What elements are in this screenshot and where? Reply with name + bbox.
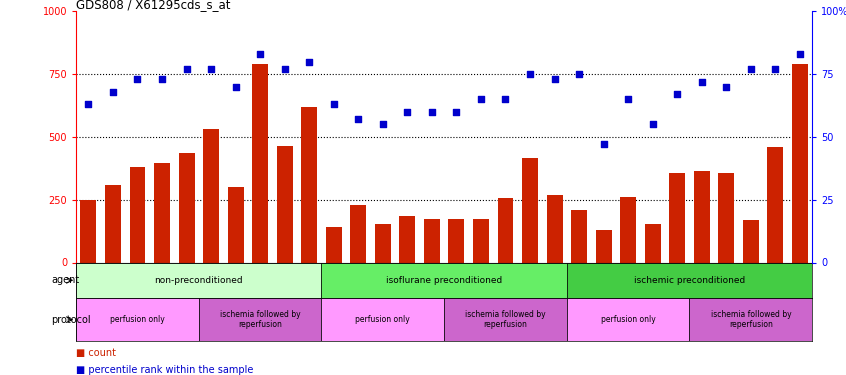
Bar	[547, 195, 563, 262]
Point	[302, 58, 316, 64]
Point	[400, 109, 414, 115]
Text: ischemia followed by
reperfusion: ischemia followed by reperfusion	[465, 310, 546, 329]
Bar	[129, 167, 146, 262]
Point	[498, 96, 512, 102]
Point	[523, 71, 536, 77]
Point	[768, 66, 782, 72]
Point	[351, 116, 365, 122]
Bar	[743, 220, 759, 262]
Bar	[76, 262, 321, 298]
Bar	[399, 216, 415, 262]
Text: ■ percentile rank within the sample: ■ percentile rank within the sample	[76, 365, 254, 375]
Point	[695, 79, 708, 85]
Bar	[301, 107, 317, 262]
Point	[474, 96, 487, 102]
Text: non-preconditioned: non-preconditioned	[155, 276, 243, 285]
Point	[793, 51, 806, 57]
Bar	[620, 197, 636, 262]
Bar	[252, 64, 268, 262]
Point	[106, 88, 119, 94]
Bar	[321, 298, 444, 341]
Point	[179, 66, 193, 72]
Bar	[350, 205, 366, 262]
Bar	[473, 219, 489, 262]
Text: perfusion only: perfusion only	[110, 315, 165, 324]
Bar	[76, 298, 199, 341]
Point	[228, 84, 242, 90]
Bar	[694, 171, 710, 262]
Bar	[444, 298, 567, 341]
Point	[596, 141, 610, 147]
Bar	[375, 224, 391, 262]
Bar	[105, 184, 121, 262]
Point	[449, 109, 463, 115]
Point	[572, 71, 585, 77]
Point	[744, 66, 757, 72]
Bar	[596, 230, 612, 262]
Bar	[718, 173, 734, 262]
Bar	[228, 187, 244, 262]
Bar	[792, 64, 808, 262]
Text: isoflurane preconditioned: isoflurane preconditioned	[386, 276, 503, 285]
Point	[376, 122, 389, 128]
Bar	[571, 210, 587, 262]
Point	[277, 66, 291, 72]
Bar	[154, 163, 170, 262]
Point	[81, 101, 95, 107]
Bar	[567, 262, 812, 298]
Point	[547, 76, 561, 82]
Bar	[567, 298, 689, 341]
Bar	[326, 227, 342, 262]
Bar	[424, 219, 440, 262]
Bar	[448, 219, 464, 262]
Point	[425, 109, 438, 115]
Bar	[80, 200, 96, 262]
Text: perfusion only: perfusion only	[601, 315, 656, 324]
Bar	[179, 153, 195, 262]
Point	[621, 96, 634, 102]
Point	[204, 66, 217, 72]
Text: ischemic preconditioned: ischemic preconditioned	[634, 276, 745, 285]
Bar	[767, 147, 783, 262]
Point	[719, 84, 733, 90]
Text: GDS808 / X61295cds_s_at: GDS808 / X61295cds_s_at	[76, 0, 231, 11]
Bar	[277, 146, 293, 262]
Text: protocol: protocol	[52, 315, 91, 325]
Text: agent: agent	[52, 275, 80, 285]
Bar	[645, 224, 661, 262]
Bar	[689, 298, 812, 341]
Text: perfusion only: perfusion only	[355, 315, 410, 324]
Point	[253, 51, 266, 57]
Bar	[522, 158, 538, 262]
Text: ischemia followed by
reperfusion: ischemia followed by reperfusion	[711, 310, 791, 329]
Point	[670, 91, 684, 97]
Text: ■ count: ■ count	[76, 348, 116, 358]
Point	[155, 76, 168, 82]
Point	[130, 76, 144, 82]
Bar	[199, 298, 321, 341]
Bar	[203, 129, 219, 262]
Bar	[321, 262, 567, 298]
Point	[645, 122, 659, 128]
Bar	[497, 198, 514, 262]
Point	[327, 101, 340, 107]
Text: ischemia followed by
reperfusion: ischemia followed by reperfusion	[220, 310, 300, 329]
Bar	[669, 173, 685, 262]
